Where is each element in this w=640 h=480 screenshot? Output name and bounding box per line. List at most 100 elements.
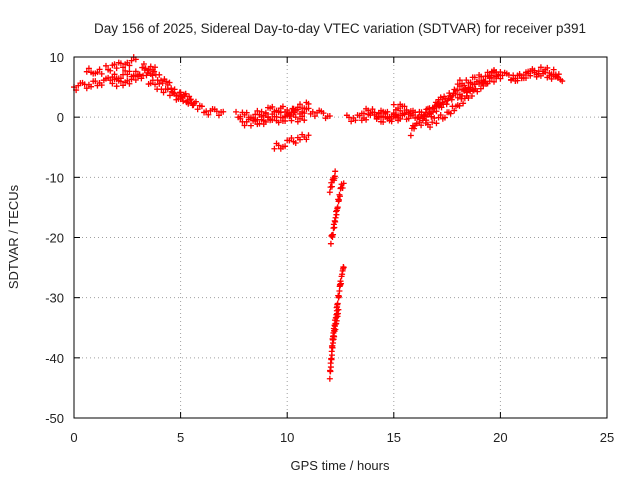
data-point [336,293,343,300]
data-point [471,74,478,81]
data-point [427,124,434,131]
chart-title: Day 156 of 2025, Sidereal Day-to-day VTE… [94,21,586,36]
data-point [88,83,95,90]
data-point [473,78,480,85]
data-point [474,88,481,95]
data-point [166,92,173,99]
data-point [559,78,566,85]
data-point [537,64,544,71]
data-point [179,94,186,101]
data-point [296,101,303,108]
data-point [292,140,299,147]
data-point [267,116,274,123]
data-point [360,110,367,117]
data-point [416,119,423,126]
data-point [136,71,143,78]
data-point [431,115,438,122]
data-point [328,343,335,350]
data-point [132,68,139,75]
data-point [288,117,295,124]
data-point [128,57,135,64]
data-point [117,78,124,85]
data-point [508,76,515,83]
data-point [491,67,498,74]
data-point [198,103,205,110]
data-point [367,112,374,119]
data-point [363,116,370,123]
data-point [128,76,135,83]
data-point [331,224,338,231]
data-point [185,100,192,107]
data-point [332,326,339,333]
data-point [273,113,280,120]
data-point [378,107,385,114]
data-point [107,67,114,74]
data-point [152,81,159,88]
data-point [436,100,443,107]
data-point [380,118,387,125]
data-point [275,142,282,149]
data-point [433,108,440,115]
data-point [241,122,248,129]
data-point [107,77,114,84]
data-point [326,375,333,382]
data-point [159,80,166,87]
data-point [326,112,333,119]
data-point [96,66,103,73]
x-tick-label: 5 [177,430,184,445]
x-tick-label: 25 [600,430,614,445]
data-point [301,117,308,124]
data-point [254,116,261,123]
data-point [401,103,408,110]
data-point [301,105,308,112]
data-point [465,94,472,101]
data-point [149,77,156,84]
data-point [340,180,347,187]
data-point [332,168,339,175]
data-point [421,113,428,120]
data-point [336,193,343,200]
data-point [338,280,345,287]
x-tick-label: 20 [493,430,507,445]
data-point [384,114,391,121]
data-point [140,61,147,68]
data-point [311,113,318,120]
data-point [437,112,444,119]
data-point [405,115,412,122]
data-point [328,352,335,359]
data-point [166,79,173,86]
data-point [299,113,306,120]
data-point [460,100,467,107]
y-tick-label: 10 [50,50,64,65]
data-point [331,333,338,340]
data-point [156,80,163,87]
data-point [142,65,149,72]
data-point [535,68,542,75]
axis-ticks: 0 5 10 15 20 25 -50 -40 -30 -20 -10 0 10 [45,50,614,445]
data-point [111,61,118,68]
data-point [334,300,341,307]
data-point [262,110,269,117]
data-point [292,114,299,121]
data-point [477,85,484,92]
data-point [271,145,278,152]
data-point [461,82,468,89]
data-point [352,117,359,124]
data-point [439,96,446,103]
data-point [418,122,425,129]
data-point [447,110,454,117]
data-point [187,96,194,103]
data-point [260,117,267,124]
data-point [430,109,437,116]
data-point [277,109,284,116]
data-point [126,62,133,69]
data-point [520,75,527,82]
data-point [527,72,534,79]
data-point [384,108,391,115]
data-point [467,88,474,95]
data-point [168,85,175,92]
data-point [544,64,551,71]
data-point [144,69,151,76]
data-point [220,108,227,115]
data-point [441,114,448,121]
